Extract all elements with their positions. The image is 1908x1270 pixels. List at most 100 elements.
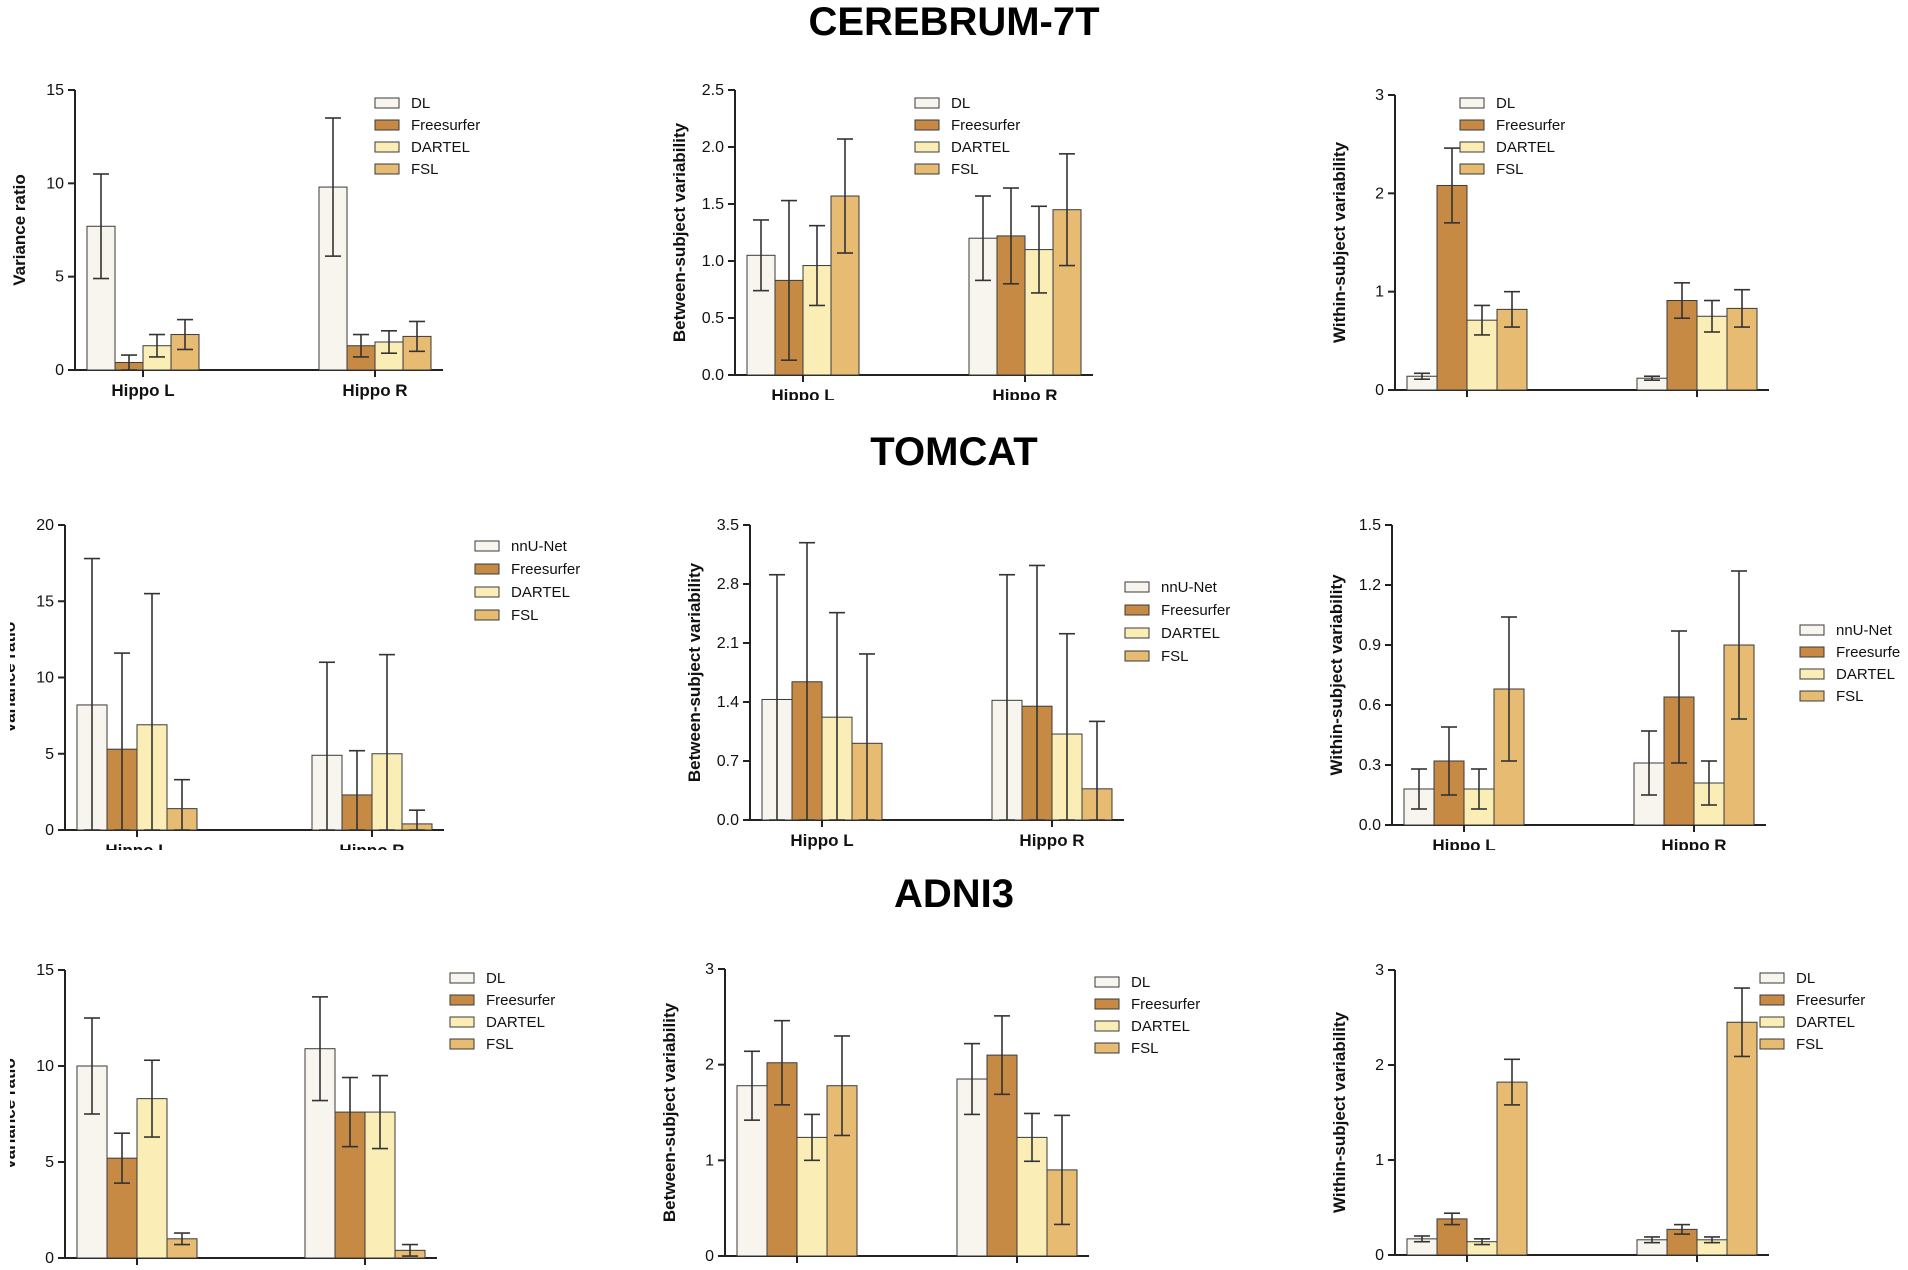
y-tick-label: 15 xyxy=(36,593,54,610)
legend-label-nnu-net: nnU-Net xyxy=(511,538,568,555)
legend-swatch-freesurfer xyxy=(1759,994,1785,1006)
y-tick-label: 15 xyxy=(46,82,64,99)
category-label-hippo-l: Hippo L xyxy=(771,386,834,400)
legend-label-fsl: FSL xyxy=(1161,648,1189,665)
y-tick-label: 20 xyxy=(36,517,54,534)
y-tick-label: 5 xyxy=(55,269,64,286)
y-tick-label: 3 xyxy=(1375,87,1384,104)
legend-swatch-fsl xyxy=(1459,163,1485,175)
legend-label-freesurfer: Freesurfer xyxy=(1836,644,1900,661)
legend-swatch-dartel xyxy=(1124,627,1150,639)
y-tick-label: 1.5 xyxy=(1359,517,1381,534)
bar-freesurfer-hippo-r xyxy=(334,1111,366,1259)
y-axis-label: Within-subject variability xyxy=(1330,1011,1349,1213)
legend-swatch-dartel xyxy=(1799,668,1825,680)
legend-label-dartel: DARTEL xyxy=(486,1014,545,1031)
legend-label-dartel: DARTEL xyxy=(411,139,470,156)
legend-label-freesurfer: Freesurfer xyxy=(1161,602,1230,619)
legend-label-fsl: FSL xyxy=(486,1036,514,1053)
y-tick-label: 2.8 xyxy=(717,576,739,593)
y-tick-label: 10 xyxy=(46,175,64,192)
y-tick-label: 0 xyxy=(705,1248,714,1265)
category-label-hippo-r: Hippo R xyxy=(992,386,1057,400)
legend-label-dl: DL xyxy=(1796,970,1815,987)
y-tick-label: 0 xyxy=(1375,1247,1384,1264)
y-tick-label: 0.3 xyxy=(1359,757,1381,774)
legend-label-fsl: FSL xyxy=(1796,1036,1824,1053)
y-tick-label: 0.0 xyxy=(717,812,739,829)
y-tick-label: 3.5 xyxy=(717,517,739,534)
y-axis-label: Between-subject variability xyxy=(660,1002,679,1222)
legend-label-dartel: DARTEL xyxy=(951,139,1010,156)
legend-label-nnu-net: nnU-Net xyxy=(1161,579,1218,596)
legend-swatch-dl xyxy=(1094,976,1120,988)
legend-swatch-dl xyxy=(374,97,400,109)
chart-tomcat-between-subject: 0.0 0.7 1.4 2.1 2.8 3.5 Between-subject variab… xyxy=(685,517,1230,850)
legend-swatch-freesurfer xyxy=(1124,604,1150,616)
legend-swatch-dartel xyxy=(914,141,940,153)
legend-label-dl: DL xyxy=(486,970,505,987)
legend-swatch-dartel xyxy=(449,1016,475,1028)
legend-swatch-fsl xyxy=(474,609,500,621)
bar-freesurfer-hippo-l xyxy=(1436,1218,1468,1256)
legend-label-freesurfer: Freesurfer xyxy=(511,561,580,578)
y-tick-label: 5 xyxy=(45,1154,54,1171)
y-tick-label: 0 xyxy=(45,822,54,839)
chart-cerebrum-between-subject: 0.0 0.5 1.0 1.5 2.0 2.5 Between-subject variab… xyxy=(670,82,1093,400)
y-tick-label: 0.0 xyxy=(702,367,724,384)
legend-swatch-dartel xyxy=(474,586,500,598)
bar-fsl-hippo-l xyxy=(1496,1081,1528,1256)
legend-swatch-dl xyxy=(1759,972,1785,984)
y-tick-label: 1.2 xyxy=(1359,577,1381,594)
y-tick-label: 1 xyxy=(1375,284,1384,301)
legend-swatch-freesurfer xyxy=(374,119,400,131)
category-label-hippo-r: Hippo R xyxy=(342,381,407,400)
legend-label-dl: DL xyxy=(1131,974,1150,991)
y-tick-label: 10 xyxy=(36,670,54,687)
legend-swatch-freesurfer xyxy=(1094,998,1120,1010)
category-label-hippo-r: Hippo R xyxy=(1019,831,1084,850)
y-tick-label: 2.1 xyxy=(717,635,739,652)
legend-label-fsl: FSL xyxy=(951,161,979,178)
legend-label-freesurfer: Freesurfer xyxy=(1496,117,1565,134)
y-tick-label: 0 xyxy=(55,362,64,379)
legend-label-freesurfer: Freesurfer xyxy=(1131,996,1200,1013)
y-axis-label: Variance ratio xyxy=(10,1058,19,1170)
section-title-tomcat: TOMCAT xyxy=(870,430,1038,474)
y-tick-label: 2.0 xyxy=(702,139,724,156)
y-axis-label: Variance ratio xyxy=(10,622,19,734)
y-tick-label: 5 xyxy=(45,746,54,763)
category-label-hippo-r: Hippo R xyxy=(339,841,404,850)
section-title-cerebrum-7t: CEREBRUM-7T xyxy=(808,0,1100,44)
y-tick-label: 1 xyxy=(705,1152,714,1169)
legend-label-nnu-net: nnU-Net xyxy=(1836,622,1893,639)
y-tick-label: 3 xyxy=(705,961,714,978)
y-axis-label: Within-subject variability xyxy=(1327,574,1346,776)
y-axis-label: Variance ratio xyxy=(10,174,29,286)
legend-swatch-dartel xyxy=(1094,1020,1120,1032)
legend-label-fsl: FSL xyxy=(1836,688,1864,705)
y-tick-label: 0 xyxy=(45,1250,54,1265)
y-tick-label: 3 xyxy=(1375,962,1384,979)
legend-label-fsl: FSL xyxy=(1131,1040,1159,1057)
legend-label-dl: DL xyxy=(1496,95,1515,112)
legend-swatch-freesurfer xyxy=(1459,119,1485,131)
y-axis-label: Between-subject variability xyxy=(670,122,689,342)
legend-label-dartel: DARTEL xyxy=(1161,625,1220,642)
legend-swatch-fsl xyxy=(1799,690,1825,702)
chart-tomcat-within-subject: 0.0 0.3 0.6 0.9 1.2 1.5 Within-subject variabi… xyxy=(1327,517,1900,850)
legend-swatch-freesurfer xyxy=(1799,646,1825,658)
legend-label-dl: DL xyxy=(951,95,970,112)
legend-swatch-fsl xyxy=(374,163,400,175)
chart-tomcat-variance-ratio: 0 5 10 15 20 Variance ratio Hippo L Hippo R nnU-… xyxy=(10,517,580,850)
legend-label-dartel: DARTEL xyxy=(1796,1014,1855,1031)
y-tick-label: 0 xyxy=(1375,382,1384,399)
y-tick-label: 1.0 xyxy=(702,253,724,270)
legend-label-freesurfer: Freesurfer xyxy=(1796,992,1865,1009)
category-label-hippo-l: Hippo L xyxy=(111,381,174,400)
y-tick-label: 15 xyxy=(36,962,54,979)
category-label-hippo-l: Hippo L xyxy=(790,831,853,850)
